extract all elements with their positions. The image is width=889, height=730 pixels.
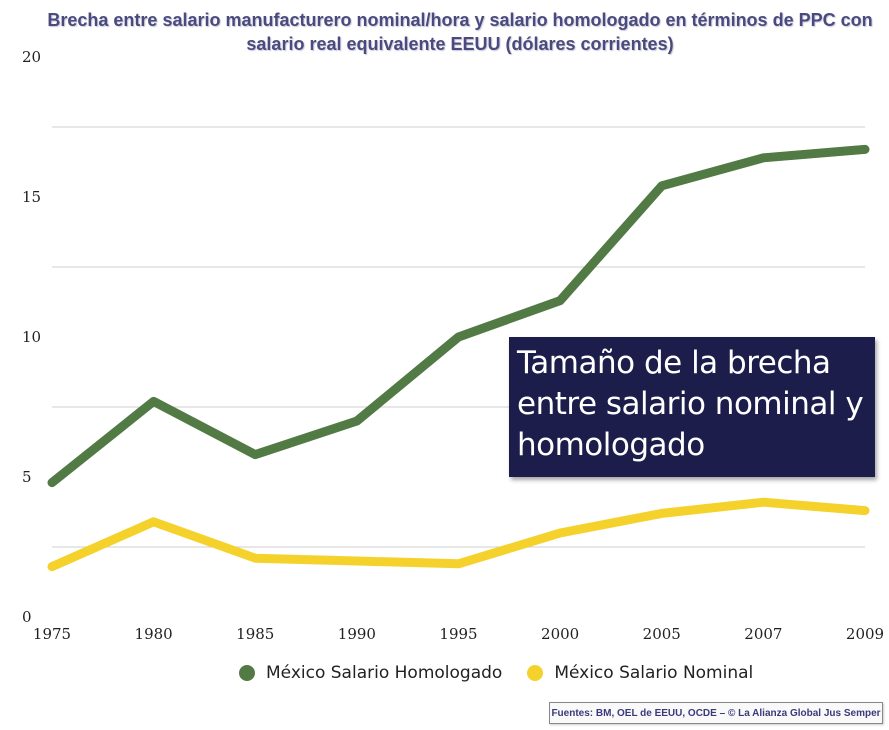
annotation-text: Tamaño de la brecha entre salario nomina… [517,345,864,463]
source-note: Fuentes: BM, OEL de EEUU, OCDE – © La Al… [549,702,883,724]
y-tick-label: 10 [22,328,41,346]
legend-item-homologado: México Salario Homologado [238,663,502,683]
y-tick-label: 0 [22,608,32,626]
x-tick-label: 1995 [439,625,477,643]
y-tick-label: 20 [22,48,41,66]
legend: México Salario Homologado México Salario… [238,660,777,686]
series-line-0 [47,144,870,488]
chart-title: Brecha entre salario manufacturero nomin… [47,10,873,54]
x-tick-label: 2000 [541,625,579,643]
series-lines [47,144,870,572]
x-axis-ticks: 1975 1980 1985 1990 1995 2000 2005 2007 2009 [33,625,884,643]
y-tick-label: 15 [22,188,41,206]
x-tick-label: 2005 [643,625,681,643]
x-tick-label: 1985 [236,625,274,643]
x-tick-label: 2009 [846,625,884,643]
legend-marker-nominal [527,665,544,681]
x-tick-label: 1990 [338,625,376,643]
y-tick-label: 5 [22,468,32,486]
x-tick-label: 1975 [33,625,71,643]
x-tick-label: 2007 [744,625,782,643]
y-axis-ticks: 0 5 10 15 20 [22,48,41,626]
legend-label-nominal: México Salario Nominal [554,663,754,683]
legend-item-nominal: México Salario Nominal [526,663,753,683]
x-tick-label: 1980 [135,625,173,643]
series-line-1 [47,497,870,572]
annotation-box: Tamaño de la brecha entre salario nomina… [509,337,875,477]
legend-label-homologado: México Salario Homologado [266,663,503,683]
legend-marker-homologado [239,665,255,681]
